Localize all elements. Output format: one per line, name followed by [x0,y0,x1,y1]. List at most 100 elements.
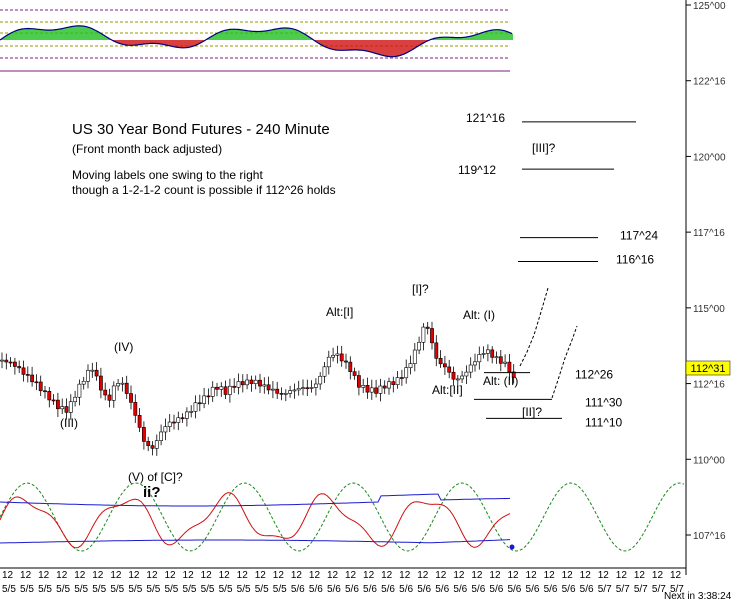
candle-body [21,367,26,375]
date-tick-prefix: 12 [652,570,664,581]
date-axis: 12 5/5 12 5/5 12 5/5 12 5/5 12 5/5 12 5/5 12 5/5 12 5/5… [0,567,686,595]
candle-body [51,399,56,402]
target-label: 121^16 [466,111,505,125]
date-tick-prefix: 12 [580,570,592,581]
candle-body [322,366,327,377]
candle-body [369,387,374,393]
date-tick-prefix: 12 [327,570,339,581]
top-oscillator-panel [0,9,513,72]
candle-body [245,379,250,386]
date-tick-prefix: 12 [598,570,610,581]
candle-body [240,381,245,386]
candle-body [129,393,133,403]
candle-body [485,349,490,354]
wave-label: [III]? [532,141,556,155]
date-tick-prefix: 12 [489,570,501,581]
candle-body [266,384,271,391]
target-label: 119^12 [458,163,496,177]
date-tick-prefix: 12 [634,570,646,581]
projection-paths [519,287,578,399]
date-tick-label: 5/5 [2,584,16,595]
date-tick-label: 5/6 [562,584,576,595]
candle-body [146,441,151,446]
candle-body [81,380,86,385]
candle-body [425,326,430,329]
candle-body [232,385,237,388]
candle-body [180,417,185,420]
date-tick-prefix: 12 [74,570,86,581]
candle-body [206,395,211,398]
candle-body [326,356,331,368]
candle-body [142,427,146,442]
candle-body [421,326,426,343]
date-tick-label: 5/6 [453,584,467,595]
candle-body [296,388,301,391]
y-tick-label: 120^00 [693,152,726,163]
candle-body [25,374,30,376]
candle-body [159,431,164,441]
chart-note-line-2: though a 1-2-1-2 count is possible if 11… [72,183,336,197]
candle-body [451,371,456,380]
target-levels: 121^16 119^12 117^24 116^16 112^26 111^30 111^… [458,111,658,429]
candle-body [185,411,189,419]
candle-body [382,385,387,389]
candle-body [408,363,413,368]
candle-body [219,386,224,390]
candle-body [430,328,434,344]
wave-label: (III) [60,416,78,430]
candle-body [193,402,198,412]
wave-label: Alt: (I) [463,308,495,322]
wave-label: (V) of [C]? [128,470,183,484]
date-tick-prefix: 12 [255,570,267,581]
wave-label: [II]? [522,405,542,419]
candle-body [473,361,477,366]
candle-body [468,364,473,373]
candle-body [86,370,90,382]
date-tick-label: 5/5 [20,584,34,595]
candle-body [249,379,254,384]
candle-body [464,371,469,377]
date-tick-label: 5/6 [363,584,377,595]
date-tick-label: 5/5 [92,584,106,595]
price-panel-frame [0,0,686,575]
date-tick-prefix: 12 [183,570,195,581]
date-tick-prefix: 12 [544,570,556,581]
candle-body [434,342,439,359]
date-tick-label: 5/5 [38,584,52,595]
date-tick-prefix: 12 [345,570,357,581]
candle-body [438,358,443,365]
candle-body [335,353,340,356]
candle-body [90,369,95,372]
date-tick-prefix: 12 [110,570,122,581]
chart-subtitle: (Front month back adjusted) [72,142,222,156]
date-tick-prefix: 12 [56,570,68,581]
candle-body [378,385,383,394]
candle-body [73,396,78,403]
candle-body [258,379,262,387]
candle-body [477,354,482,363]
candle-body [275,388,280,394]
candle-body [116,383,121,387]
candle-body [68,401,73,413]
candle-body [356,375,361,388]
date-tick-label: 5/7 [634,584,648,595]
date-tick-label: 5/5 [183,584,197,595]
candle-body [253,379,258,384]
candle-body [94,369,99,377]
candle-body [309,387,314,389]
candle-body [8,361,13,364]
date-tick-prefix: 12 [128,570,140,581]
date-tick-label: 5/5 [74,584,88,595]
date-tick-label: 5/6 [435,584,449,595]
candle-body [124,382,129,394]
candle-body [412,349,417,364]
candle-body [210,386,215,397]
wave-label: ii? [143,484,161,501]
date-tick-label: 5/7 [616,584,630,595]
candle-body [111,385,116,401]
candle-body [189,411,194,413]
date-tick-prefix: 12 [201,570,213,581]
candle-body [120,382,125,385]
candle-body [13,361,17,367]
date-tick-label: 5/7 [670,584,684,595]
